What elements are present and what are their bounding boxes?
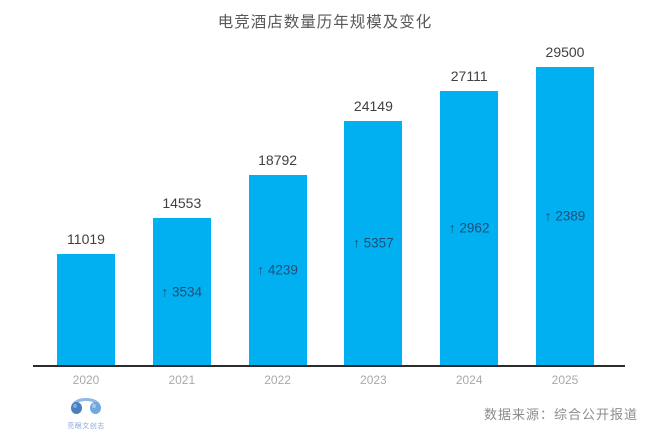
x-axis-tick-label: 2022	[264, 373, 291, 387]
bar-delta-label: ↑ 4239	[257, 262, 298, 278]
bar-2023: ↑ 5357	[344, 121, 403, 365]
x-axis-tick-label: 2020	[72, 373, 100, 387]
bar-value-label: 24149	[353, 98, 393, 115]
bar-value-label: 18792	[258, 152, 298, 169]
logo: 亮眼文创志	[60, 391, 112, 431]
x-axis-labels: 2020 2021 2022 2023 2024 2025	[33, 373, 625, 389]
bar-column-2020: 11019	[38, 231, 134, 365]
bar-value-label: 29500	[545, 44, 585, 60]
bar-column-2021: 14553 ↑ 3534	[134, 195, 230, 365]
plot-area: 11019 14553 ↑ 3534 18792 ↑ 4239 24149 ↑ 5357 27…	[33, 44, 625, 367]
logo-text: 亮眼文创志	[67, 423, 105, 430]
x-axis-tick-label: 2021	[168, 373, 196, 387]
bar-column-2025: 29500 ↑ 2389	[517, 44, 613, 365]
bar-2024: ↑ 2962	[440, 91, 499, 365]
bar-delta-label: ↑ 5357	[353, 235, 394, 251]
bar-2022: ↑ 4239	[248, 175, 307, 365]
bar-value-label: 14553	[162, 195, 202, 211]
bar-column-2024: 27111 ↑ 2962	[421, 68, 517, 365]
bar-value-label: 11019	[67, 230, 105, 247]
x-axis-tick-label: 2025	[551, 373, 579, 387]
bar-column-2022: 18792 ↑ 4239	[230, 152, 326, 365]
bar-column-2023: 24149 ↑ 5357	[325, 98, 421, 365]
headphones-icon	[71, 398, 101, 414]
bar-delta-label: ↑ 2389	[544, 208, 586, 224]
bar-2020	[57, 253, 115, 365]
bar-delta-label: ↑ 3534	[161, 284, 203, 299]
chart-title: 电竞酒店数量历年规模及变化	[217, 14, 433, 31]
data-source: 数据来源：综合公开报道	[483, 407, 638, 422]
bar-value-label: 27111	[450, 68, 488, 85]
bar-2021: ↑ 3534	[152, 218, 211, 365]
x-axis-tick-label: 2023	[360, 373, 387, 387]
bar-2025: ↑ 2389	[536, 67, 594, 365]
bar-delta-label: ↑ 2962	[448, 220, 490, 236]
x-axis-tick-label: 2024	[455, 373, 483, 387]
